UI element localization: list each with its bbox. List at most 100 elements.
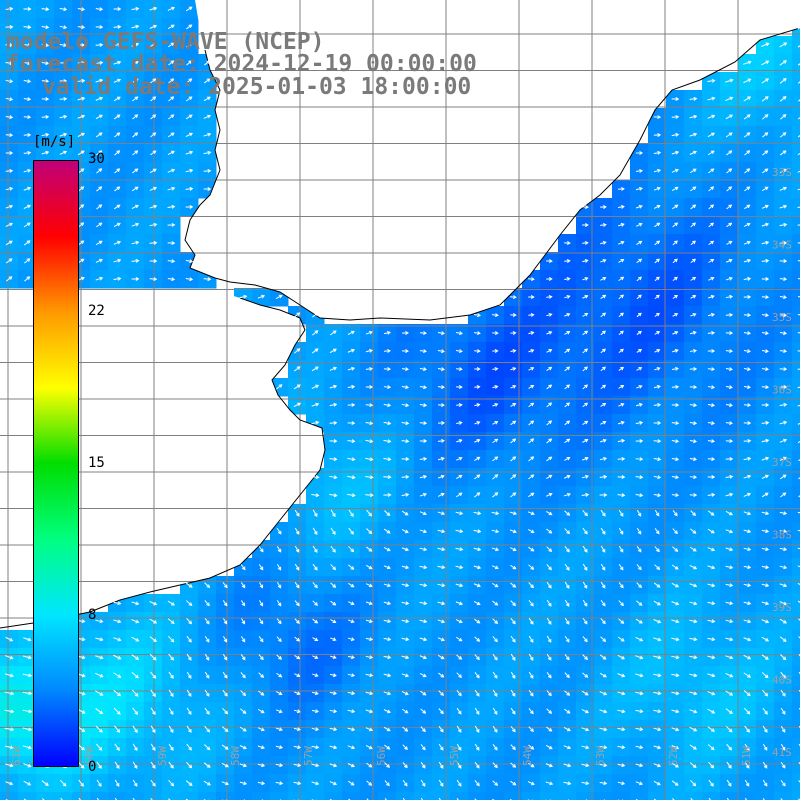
wind-arrow (743, 96, 751, 102)
wind-arrow (671, 745, 679, 749)
wind-arrow (294, 600, 300, 606)
wind-arrow-head (351, 763, 355, 768)
wind-arrow (761, 368, 769, 370)
wind-arrow (617, 636, 625, 642)
wind-arrow-head (512, 529, 517, 534)
wind-arrow (383, 691, 391, 695)
wind-arrow (204, 689, 210, 697)
wind-arrow-head (764, 168, 769, 173)
wind-arrow (420, 726, 426, 732)
wind-arrow-head (189, 150, 194, 155)
wind-arrow (690, 797, 693, 800)
wind-cell (792, 288, 800, 307)
wind-arrow-head (241, 566, 246, 571)
wind-arrow (779, 583, 787, 587)
wind-arrow-head (170, 638, 175, 643)
wind-arrow-head (98, 132, 103, 137)
wind-arrow-head (80, 222, 85, 226)
wind-arrow (311, 421, 319, 425)
wind-arrow (654, 222, 660, 228)
wind-arrow (690, 528, 696, 534)
wind-arrow-head (674, 276, 678, 281)
wind-arrow (779, 529, 787, 533)
wind-arrow (545, 493, 553, 497)
wind-arrow-head (765, 420, 770, 425)
wind-arrow-head (530, 781, 535, 786)
wind-cell (792, 126, 800, 145)
wind-arrow-head (512, 331, 517, 335)
wind-arrow-head (657, 475, 662, 480)
wind-arrow-head (765, 313, 769, 318)
wind-arrow (707, 726, 715, 732)
wind-arrow-head (259, 620, 264, 625)
forecast-date: forecast date: 2024-12-19 00:00:00 (6, 51, 477, 77)
wind-arrow (618, 259, 624, 263)
wind-arrow (113, 707, 121, 715)
wind-arrow (23, 222, 31, 228)
wind-arrow-head (441, 367, 445, 372)
wind-arrow-head (170, 150, 175, 155)
wind-arrow (347, 349, 355, 353)
wind-arrow-head (603, 745, 608, 750)
lat-label: 36S (772, 384, 792, 397)
wind-arrow-head (566, 420, 571, 425)
wind-arrow (23, 204, 31, 210)
wind-arrow (671, 133, 679, 137)
wind-arrow (581, 781, 589, 785)
lon-label: 54W (521, 746, 534, 766)
wind-arrow-head (98, 186, 103, 190)
wind-arrow-head (207, 168, 212, 173)
wind-arrow (419, 385, 427, 389)
wind-arrow (600, 636, 606, 642)
wind-arrow (581, 457, 589, 461)
wind-arrow-head (711, 583, 716, 588)
wind-arrow (743, 241, 751, 245)
wind-arrow-head (458, 656, 463, 660)
wind-arrow (671, 367, 679, 371)
wind-arrow-head (423, 385, 428, 390)
wind-arrow (132, 725, 138, 733)
wind-arrow (653, 745, 661, 749)
wind-arrow-head (423, 637, 428, 642)
wind-arrow (725, 510, 733, 516)
wind-arrow-head (423, 439, 428, 443)
wind-arrow (24, 276, 30, 282)
wind-cell (792, 468, 800, 487)
wind-arrow-head (783, 438, 788, 443)
wind-arrow (743, 332, 751, 334)
wind-arrow (726, 204, 732, 210)
wind-arrow (491, 565, 499, 569)
wind-arrow-head (765, 619, 770, 624)
wind-arrow-head (440, 673, 445, 678)
wind-arrow-head (782, 492, 787, 497)
wind-arrow-head (495, 529, 500, 534)
wind-arrow-head (764, 674, 769, 679)
wind-arrow-head (99, 619, 104, 624)
wind-arrow (744, 761, 750, 769)
wind-arrow-head (693, 583, 698, 588)
wind-arrow-head (170, 114, 175, 118)
wind-arrow (150, 689, 156, 697)
wind-arrow-head (333, 709, 338, 714)
wind-arrow-head (603, 493, 608, 497)
wind-arrow-head (295, 512, 300, 517)
wind-arrow-head (99, 655, 104, 660)
wind-arrow-head (638, 222, 643, 227)
wind-arrow (780, 671, 786, 679)
wind-arrow (564, 348, 570, 354)
wind-arrow (132, 743, 138, 751)
wind-arrow (744, 150, 750, 156)
wind-arrow (653, 205, 661, 209)
wind-arrow-head (566, 548, 570, 553)
wind-arrow-head (494, 474, 499, 478)
wind-arrow (510, 438, 516, 444)
wind-arrow-head (187, 656, 192, 661)
wind-arrow (419, 655, 427, 659)
wind-arrow-head (386, 727, 391, 732)
wind-arrow (259, 582, 263, 588)
wind-arrow (761, 583, 769, 587)
wind-arrow (167, 618, 175, 624)
wind-arrow (671, 619, 679, 623)
wind-arrow (23, 79, 31, 83)
